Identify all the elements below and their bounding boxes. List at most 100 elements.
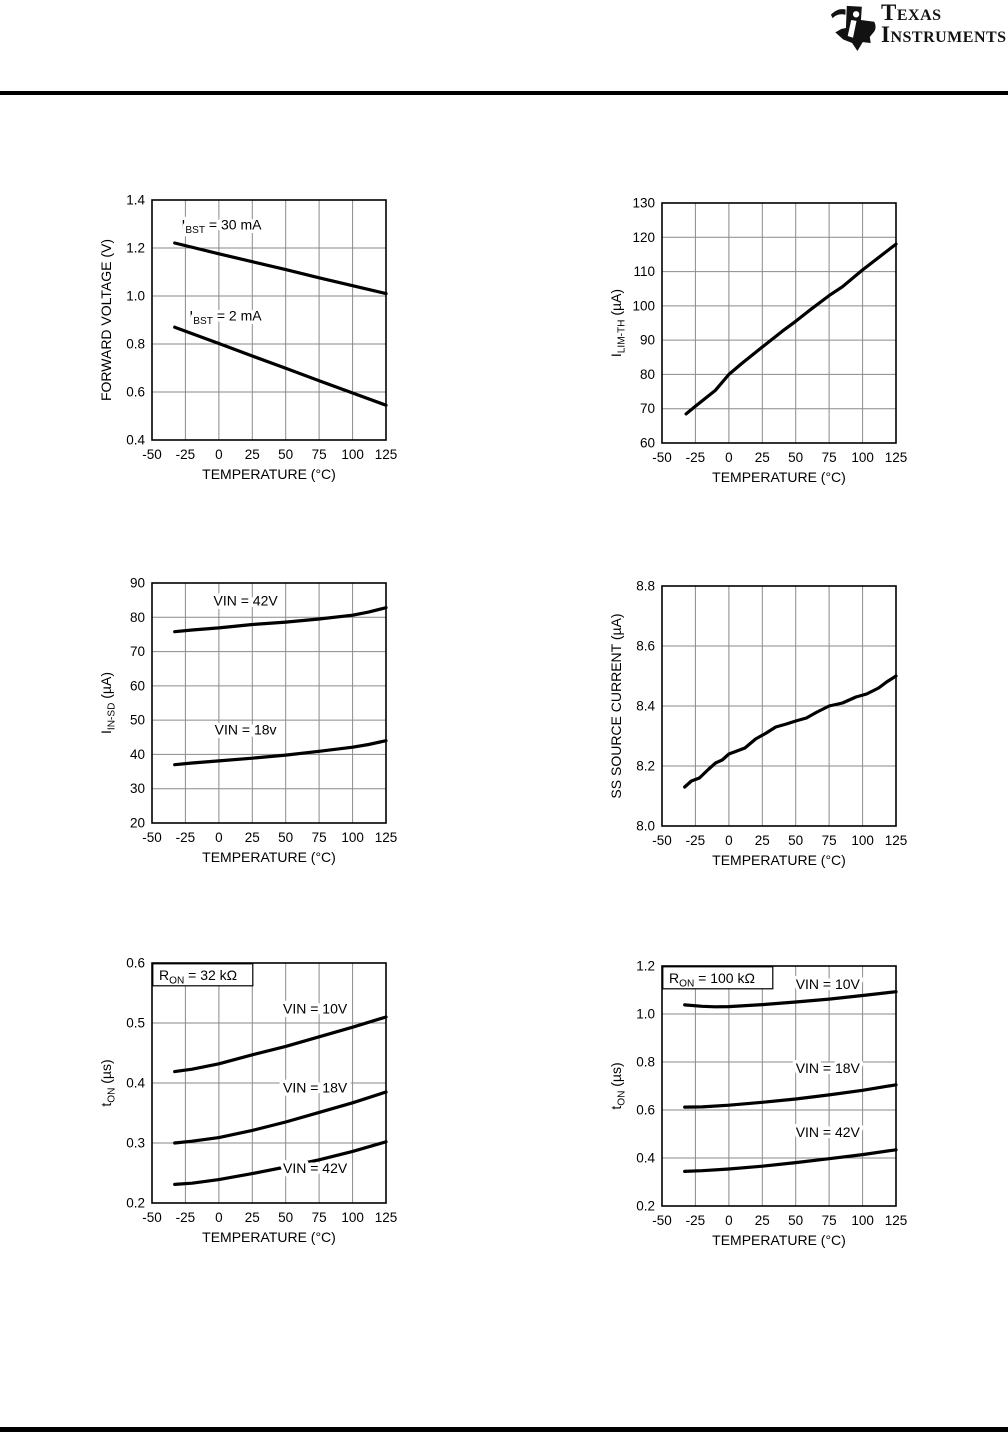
y-tick-label: 0.2 [126,1196,145,1211]
y-tick-label: 80 [640,367,655,382]
annotation-box [152,963,254,987]
x-tick-label: 0 [725,1213,733,1228]
y-tick-label: 0.3 [126,1136,145,1151]
y-axis-label: tON (µs) [608,1062,628,1109]
curve-vin-42v [173,606,388,634]
x-tick-label: 0 [215,447,223,462]
x-tick-label: -25 [686,450,706,465]
x-tick-label: 75 [312,447,327,462]
chart-ton-ron-32k: VIN = 10V VIN = 18V VIN = 42V RON = 32 kΩ -5… [98,956,398,1246]
series-label-ibst-30ma: IBST = 30 mA [182,216,263,236]
x-axis-label: TEMPERATURE (°C) [712,469,846,485]
x-tick-label: 100 [341,447,364,462]
y-tick-label: 1.2 [126,241,145,256]
x-axis-label: TEMPERATURE (°C) [712,1232,846,1248]
series-label-vin-18v: VIN = 18V [283,1080,348,1096]
bottom-rule [0,1427,1008,1432]
x-tick-label: 75 [822,1213,837,1228]
curve-ibst-30ma [173,241,388,296]
x-tick-label: 75 [312,830,327,845]
y-tick-label: 60 [640,436,655,451]
series-label-ibst-2ma: IBST = 2 mA [189,308,262,328]
ti-logo: Texas Instruments [830,0,1007,54]
x-tick-label: 125 [375,1210,398,1225]
top-rule [0,91,1008,95]
y-tick-label: 110 [633,264,655,279]
y-tick-label: 1.0 [636,1007,655,1022]
y-tick-label: 1.4 [126,193,145,208]
y-tick-label: 130 [632,196,655,211]
y-tick-label: 0.6 [636,1103,655,1118]
annotation-box [662,966,774,990]
x-tick-label: 25 [755,1213,770,1228]
x-tick-label: -25 [176,830,196,845]
chart-iin-sd: VIN = 42V VIN = 18v -50 -25 0 25 50 75 100 125 20 3… [98,576,398,866]
x-tick-label: 75 [822,833,837,848]
chart-forward-voltage: IBST = 30 mA IBST = 2 mA -50 -25 0 25 50 75 100 1… [98,193,398,483]
x-tick-label: 100 [341,830,364,845]
y-axis-label: FORWARD VOLTAGE (V) [98,239,114,401]
x-tick-label: 50 [788,450,803,465]
ti-logo-line1: Texas [881,0,942,25]
series-label-vin-10v: VIN = 10V [796,976,861,992]
x-tick-label: 0 [725,450,733,465]
x-tick-label: 100 [851,1213,874,1228]
y-tick-label: 0.4 [636,1151,655,1166]
x-tick-label: 125 [885,450,908,465]
x-tick-label: 50 [788,1213,803,1228]
series-label-vin-42v: VIN = 42V [796,1124,861,1140]
x-tick-label: -50 [142,447,162,462]
x-tick-label: 100 [851,833,874,848]
y-tick-label: 0.8 [636,1055,655,1070]
curve-vin-10v [173,1015,388,1074]
y-tick-label: 70 [130,644,145,659]
curve-vin-42v [173,1140,388,1186]
x-tick-label: 25 [245,1210,260,1225]
y-tick-label: 0.6 [126,385,145,400]
x-tick-label: 25 [755,833,770,848]
annotation-label: RON = 32 kΩ [159,967,237,987]
y-tick-label: 8.8 [636,579,655,594]
x-tick-label: 75 [822,450,837,465]
x-tick-label: -50 [652,833,672,848]
y-tick-label: 8.4 [636,699,655,714]
series-label-vin-42v: VIN = 42V [283,1160,348,1176]
plot-border [151,582,387,824]
x-tick-label: -25 [686,833,706,848]
ti-texas-icon [830,5,876,51]
plot-border [151,199,387,441]
x-tick-label: 0 [215,830,223,845]
series-label-vin-10v: VIN = 10V [283,1000,348,1016]
y-tick-label: 8.0 [636,819,655,834]
y-tick-label: 60 [130,678,145,693]
y-tick-label: 8.6 [636,639,655,654]
curve-vin-42v [683,1148,898,1173]
x-tick-label: -50 [142,1210,162,1225]
x-tick-label: 50 [278,830,293,845]
x-tick-label: 125 [885,833,908,848]
curve-vin-10v [683,990,898,1009]
x-tick-label: 125 [375,830,398,845]
x-tick-label: 50 [278,1210,293,1225]
x-tick-label: 125 [375,447,398,462]
series-label-vin-18v: VIN = 18V [796,1060,861,1076]
x-tick-label: 25 [245,830,260,845]
chart-ton-ron-100k: VIN = 10V VIN = 18V VIN = 42V RON = 100 kΩ -… [608,959,907,1249]
curve-ibst-2ma [173,325,388,407]
y-tick-label: 1.0 [126,289,145,304]
y-tick-label: 30 [130,781,145,796]
x-axis-label: TEMPERATURE (°C) [202,1229,336,1245]
x-tick-label: 50 [788,833,803,848]
x-tick-label: 100 [341,1210,364,1225]
x-tick-label: 0 [215,1210,223,1225]
x-axis-label: TEMPERATURE (°C) [202,466,336,482]
y-axis-label: IIN-SD (µA) [98,672,118,734]
series-label-vin-42v: VIN = 42V [213,593,278,609]
x-tick-label: -50 [652,450,672,465]
y-tick-label: 8.2 [636,759,655,774]
y-tick-label: 50 [130,713,145,728]
y-tick-label: 90 [640,333,655,348]
y-tick-label: 0.2 [636,1199,655,1214]
curve-vin-18v [173,739,388,767]
x-tick-label: 25 [245,447,260,462]
